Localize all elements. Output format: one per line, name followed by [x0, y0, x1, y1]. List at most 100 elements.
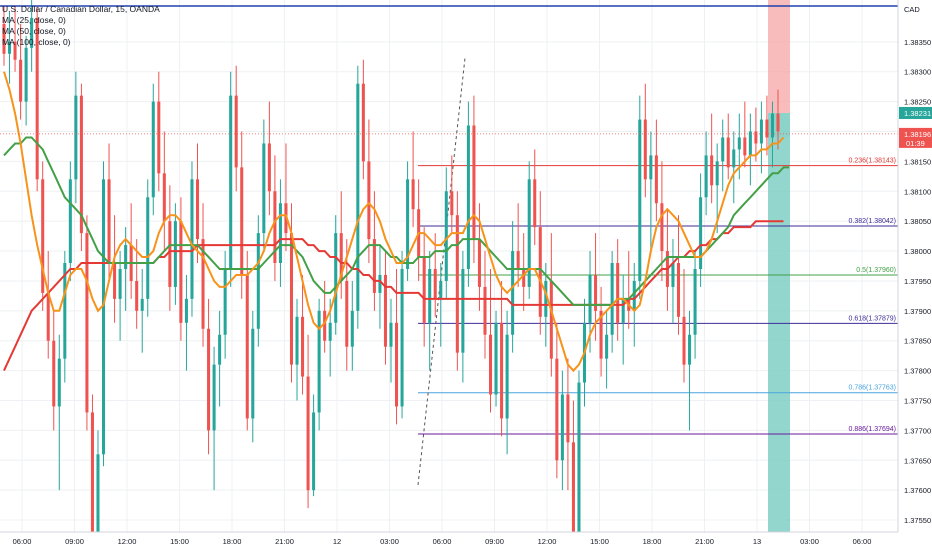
candle-body — [699, 197, 703, 269]
candle-body — [654, 155, 658, 204]
candle-body — [588, 274, 592, 323]
price-tick-label: 1.38100 — [904, 187, 931, 196]
candle-body — [345, 280, 349, 347]
candle-body — [599, 310, 603, 359]
candle-body — [312, 412, 316, 491]
last-price-value: 1.38196 — [904, 130, 931, 139]
candle-body — [610, 263, 614, 335]
candle-body — [24, 47, 28, 102]
candle-body — [538, 227, 542, 317]
indicator-ma25-label[interactable]: MA (25, close, 0) — [2, 15, 66, 25]
price-tick-label: 1.37550 — [904, 516, 931, 525]
candle-body — [461, 268, 465, 353]
candle-body — [411, 179, 415, 210]
candle-body — [68, 179, 72, 264]
indicator-ma50-label[interactable]: MA (50, close, 0) — [2, 26, 66, 36]
candle-body — [494, 322, 498, 395]
candle-body — [367, 161, 371, 240]
candle-body — [483, 286, 487, 335]
stop-loss-zone — [768, 0, 790, 113]
candle-body — [721, 137, 725, 162]
candle-body — [704, 155, 708, 198]
candle-body — [179, 221, 183, 323]
candle-body — [516, 251, 520, 269]
candle-body — [466, 125, 470, 269]
symbol-title[interactable]: U.S. Dollar / Canadian Dollar, 15, OANDA — [2, 4, 160, 14]
position-tool[interactable] — [768, 0, 790, 532]
price-tick-label: 1.37700 — [904, 426, 931, 435]
candle-body — [334, 233, 338, 323]
time-tick-label: 12:00 — [118, 537, 137, 546]
candle-body — [715, 161, 719, 186]
candle-body — [278, 203, 282, 264]
candle-body — [184, 298, 188, 323]
time-tick-label: 18:00 — [643, 537, 662, 546]
candle-body — [544, 280, 548, 317]
candle-body — [212, 364, 216, 431]
candle-body — [74, 95, 78, 180]
candle-body — [35, 17, 39, 180]
candle-body — [710, 155, 714, 186]
candle-body — [594, 274, 598, 311]
indicator-ma100-label[interactable]: MA (100, close, 0) — [2, 37, 71, 47]
candle-body — [168, 221, 172, 287]
candle-body — [577, 382, 581, 532]
grid — [0, 0, 898, 532]
time-tick-label: 18:00 — [223, 537, 242, 546]
time-tick-label: 13 — [753, 537, 761, 546]
time-axis-bg — [0, 532, 932, 550]
candle-body — [295, 316, 299, 365]
candle-body — [151, 101, 155, 198]
candle-body — [455, 215, 459, 353]
candle-body — [444, 191, 448, 281]
candle-body — [649, 155, 653, 180]
candle-body — [693, 268, 697, 335]
candle-body — [400, 268, 404, 407]
fib-level-label: 0.5(1.37960) — [856, 267, 896, 274]
candle-body — [140, 298, 144, 311]
chart-legend: U.S. Dollar / Canadian Dollar, 15, OANDA… — [2, 4, 160, 48]
take-profit-zone — [768, 137, 790, 532]
currency-label: CAD — [904, 5, 920, 14]
candle-body — [339, 233, 343, 281]
price-tick-label: 1.38300 — [904, 68, 931, 77]
candle-body — [262, 143, 266, 234]
candle-body — [566, 394, 570, 443]
fib-level-label: 0.618(1.37879) — [849, 315, 896, 322]
candle-body — [240, 167, 244, 275]
candle-body — [118, 268, 122, 299]
last-price-tag — [899, 127, 932, 148]
candle-body — [328, 322, 332, 341]
time-tick-label: 21:00 — [275, 537, 294, 546]
time-tick-label: 09:00 — [485, 537, 504, 546]
time-axis[interactable]: 06:00 09:00 12:00 15:00 18:00 21:00 12 03:00 06:… — [0, 531, 932, 550]
candle-body — [207, 328, 211, 431]
time-tick-label: 21:00 — [695, 537, 714, 546]
candle-body — [765, 119, 769, 138]
candle-body — [135, 280, 139, 311]
time-tick-label: 06:00 — [433, 537, 452, 546]
candle-body — [157, 101, 161, 174]
candle-body — [688, 334, 692, 365]
price-axis[interactable]: CAD1.383501.383001.382501.382001.381501.… — [897, 0, 932, 550]
candle-body — [754, 131, 758, 144]
ma50-line — [3, 136, 790, 306]
fib-level-label: 0.236(1.38143) — [849, 158, 896, 165]
overlay-lines — [0, 5, 898, 135]
candle-body — [8, 41, 12, 54]
candle-body — [234, 95, 238, 168]
candle-body — [732, 149, 736, 168]
candle-body — [289, 233, 294, 365]
candle-body — [549, 280, 553, 359]
price-tick-label: 1.37950 — [904, 277, 931, 286]
candle-body — [472, 125, 476, 240]
candle-body — [676, 263, 681, 317]
fibonacci-retracement[interactable]: 0.236(1.38143) 0.382(1.38042) 0.5(1.37960)… — [417, 57, 898, 486]
candle-body — [406, 179, 410, 269]
candle-body — [378, 274, 382, 293]
time-tick-label: 06:00 — [13, 537, 32, 546]
price-tick-label: 1.37900 — [904, 307, 931, 316]
candle-body — [638, 119, 642, 281]
